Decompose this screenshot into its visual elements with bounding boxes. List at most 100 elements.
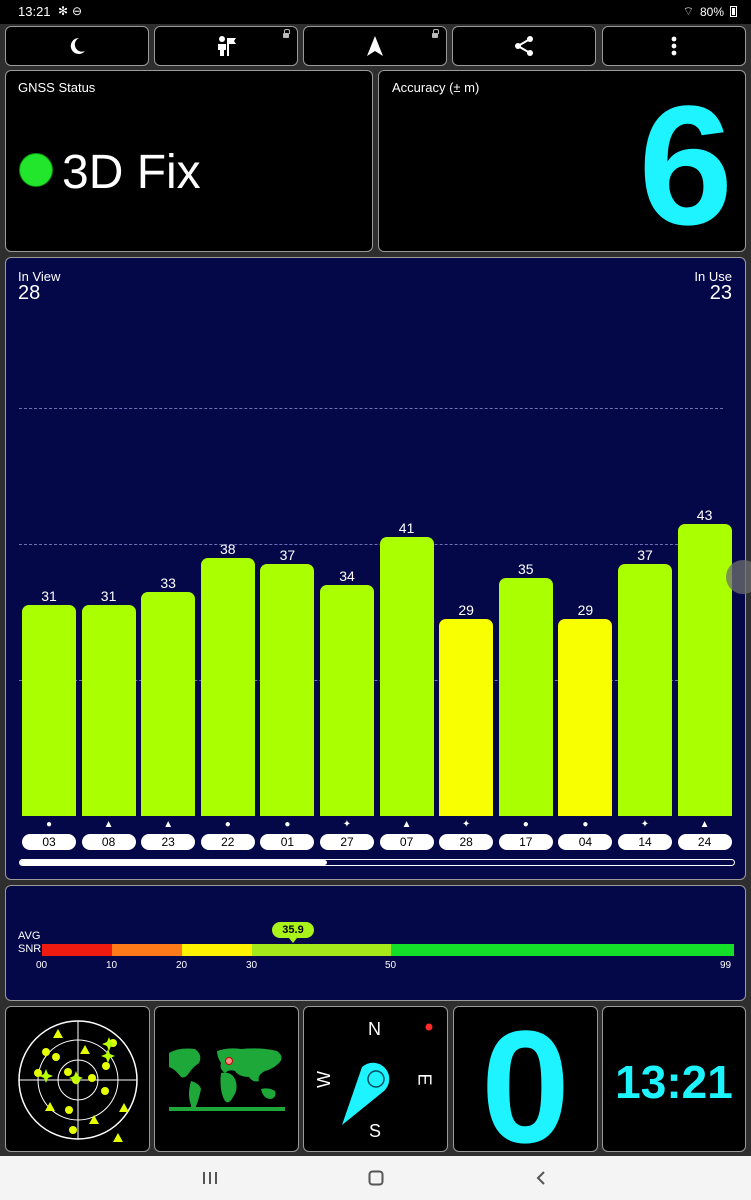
world-map-tile[interactable]	[154, 1006, 299, 1152]
grid-line	[19, 408, 723, 409]
share-icon	[515, 36, 533, 56]
clock-tile[interactable]: 13:21	[602, 1006, 746, 1152]
back-button[interactable]	[529, 1166, 553, 1190]
system-navigation-bar	[0, 1156, 751, 1200]
lock-icon	[283, 29, 290, 38]
signal-bar-value: 35	[518, 561, 534, 577]
snr-tick-label: 10	[106, 960, 118, 971]
satellite-prn-label[interactable]: 08	[81, 834, 136, 850]
world-map-icon	[169, 1048, 285, 1111]
status-time: 13:21	[18, 4, 51, 19]
edge-panel-handle[interactable]	[726, 560, 751, 594]
signal-bar	[558, 618, 613, 816]
constellation-icon: ▲	[103, 819, 114, 830]
signal-bar-value: 29	[577, 601, 594, 618]
signal-bar-value: 43	[696, 506, 713, 523]
signal-bar	[81, 605, 136, 816]
signal-bar-value: 37	[279, 547, 296, 564]
snr-tick-label: 00	[36, 960, 48, 971]
snr-label: SNR	[18, 943, 42, 955]
snr-segment	[182, 944, 252, 956]
avg-snr-marker: 35.9	[272, 922, 314, 943]
satellite-prn-label[interactable]: 27	[320, 834, 374, 850]
constellation-icon: ✦	[461, 819, 471, 830]
constellation-icon: ▲	[699, 819, 710, 830]
grid-line	[19, 544, 723, 545]
avg-snr-panel[interactable]: AVG SNR 00 10 20 30 50 99 35.9	[5, 885, 746, 1001]
signal-bar	[141, 591, 196, 816]
satellite-prn-label[interactable]: 23	[141, 834, 196, 850]
satellite-prn-label[interactable]: 22	[200, 834, 255, 850]
signal-bar-value: 31	[100, 588, 117, 605]
accuracy-panel[interactable]: Accuracy (± m) 6	[378, 70, 746, 252]
signal-bar-value: 41	[398, 520, 415, 537]
more-vertical-icon	[671, 36, 677, 56]
satellite-signal-panel[interactable]: In View 28 In Use 23 31 ● 03 31 ▲ 08 33 ▲ 23 38 ● 2…	[5, 257, 751, 880]
signal-bar	[677, 523, 732, 816]
satellite-prn-label[interactable]: 01	[260, 834, 315, 850]
home-button[interactable]	[364, 1166, 388, 1190]
scrollbar-thumb[interactable]	[20, 860, 328, 865]
snr-segment	[42, 944, 112, 956]
snr-scale-bar	[42, 944, 734, 956]
speed-value: 0	[481, 1006, 570, 1152]
accuracy-label: Accuracy (± m)	[392, 80, 480, 95]
signal-bar	[498, 578, 553, 816]
satellite-prn-label[interactable]: 14	[618, 834, 672, 850]
satellite-prn-label[interactable]: 24	[677, 834, 732, 850]
constellation-icon: ●	[45, 819, 53, 830]
constellation-icon: ●	[224, 819, 231, 830]
signal-bar-value: 31	[41, 588, 57, 605]
signal-bar	[379, 537, 434, 816]
signal-bar	[618, 564, 672, 816]
signal-bar-value: 37	[637, 547, 653, 564]
signal-bar-value: 33	[160, 574, 176, 591]
overflow-menu-button[interactable]	[602, 26, 746, 66]
person-flag-icon	[218, 36, 236, 56]
snr-segment	[112, 944, 182, 956]
in-use-count: 23	[709, 282, 732, 304]
battery-percent: 80%	[699, 4, 724, 19]
compass-south: S	[369, 1121, 382, 1141]
moon-icon	[70, 37, 85, 54]
status-notification-icons: ✻⊖	[58, 4, 87, 18]
sky-view-tile[interactable]	[5, 1006, 150, 1152]
compass-north: N	[368, 1019, 381, 1039]
in-view-count: 28	[18, 282, 41, 304]
lock-icon	[432, 29, 439, 38]
satellite-prn-label[interactable]: 28	[439, 834, 494, 850]
constellation-icon: ●	[582, 819, 589, 830]
satellite-prn-label[interactable]: 07	[379, 834, 434, 850]
toolbar	[5, 26, 746, 66]
constellation-icon: ●	[284, 819, 291, 830]
satellite-prn-label[interactable]: 17	[498, 834, 553, 850]
constellation-icon: ✦	[342, 819, 352, 830]
snr-segment	[391, 944, 734, 956]
speed-tile[interactable]: 0	[453, 1006, 598, 1152]
avg-label: AVG	[18, 930, 41, 942]
constellation-icon: ▲	[401, 819, 412, 830]
constellation-icon: ●	[522, 819, 529, 830]
compass-tile[interactable]: N S E W	[303, 1006, 448, 1152]
snr-tick-label: 30	[246, 960, 258, 971]
constellation-icon: ▲	[163, 819, 174, 830]
satellite-prn-label[interactable]: 03	[22, 834, 76, 850]
night-mode-button[interactable]	[5, 26, 149, 66]
recent-apps-button[interactable]	[198, 1166, 222, 1190]
snr-tick-label: 50	[385, 960, 397, 971]
in-view-label: In View	[18, 269, 61, 284]
satellite-prn-label[interactable]: 04	[558, 834, 613, 850]
navigation-button[interactable]	[303, 26, 447, 66]
signal-bar	[439, 618, 494, 816]
compass-needle-icon	[342, 1023, 433, 1125]
battery-icon	[730, 6, 737, 17]
gnss-status-panel[interactable]: GNSS Status 3D Fix	[5, 70, 373, 252]
tools-button[interactable]	[154, 26, 298, 66]
constellation-icon: ✦	[640, 819, 650, 830]
signal-bar-value: 29	[458, 601, 474, 618]
share-button[interactable]	[452, 26, 596, 66]
wifi-icon: ⌔	[682, 4, 694, 18]
satellite-scrollbar[interactable]	[19, 859, 735, 866]
snr-tick-label: 20	[176, 960, 188, 971]
signal-bar	[320, 584, 374, 816]
